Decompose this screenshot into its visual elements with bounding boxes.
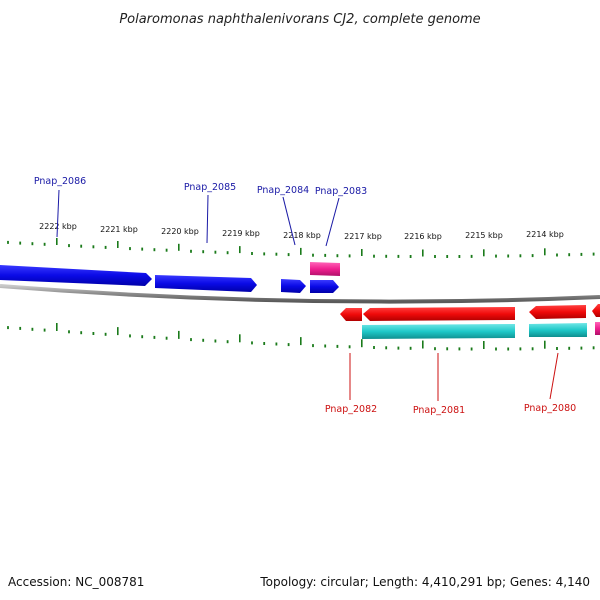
gene-label-pnap-2084[interactable]: Pnap_2084 xyxy=(257,185,309,196)
gene-label-pnap-2086[interactable]: Pnap_2086 xyxy=(34,176,86,187)
top-label-leaders xyxy=(56,189,340,247)
accession-text: Accession: NC_008781 xyxy=(8,575,144,589)
gene-label-pnap-2082[interactable]: Pnap_2082 xyxy=(325,404,377,415)
tick-label-2219: 2219 kbp xyxy=(222,229,260,238)
top-gene-labels: Pnap_2086 Pnap_2085 Pnap_2084 Pnap_2083 xyxy=(34,176,367,197)
gene-label-pnap-2080[interactable]: Pnap_2080 xyxy=(524,403,576,414)
bottom-label-leaders xyxy=(349,352,559,401)
bottom-gene-labels: Pnap_2082 Pnap_2081 Pnap_2080 xyxy=(325,403,576,416)
gene-arrow-pnap-2081[interactable] xyxy=(363,307,515,321)
tick-label-2216: 2216 kbp xyxy=(404,232,442,241)
leader-pnap-2085 xyxy=(206,194,209,244)
genome-title: Polaromonas naphthalenivorans CJ2, compl… xyxy=(119,12,480,27)
leader-pnap-2086 xyxy=(56,189,60,238)
gene-label-pnap-2085[interactable]: Pnap_2085 xyxy=(184,182,236,193)
gene-arrow-pnap-2082[interactable] xyxy=(340,308,362,321)
gene-label-pnap-2083[interactable]: Pnap_2083 xyxy=(315,186,367,197)
leader-pnap-2084 xyxy=(282,196,296,246)
feature-rna-top[interactable] xyxy=(310,262,340,276)
tick-label-2215: 2215 kbp xyxy=(465,231,503,240)
tick-label-2220: 2220 kbp xyxy=(161,227,199,236)
top-tick-ruler xyxy=(7,238,595,258)
feature-rna-bottom[interactable] xyxy=(595,322,600,335)
tick-label-2218: 2218 kbp xyxy=(283,231,321,240)
genome-backbone xyxy=(0,284,600,304)
gene-arrow-pnap-2086[interactable] xyxy=(0,265,152,286)
cds-features xyxy=(362,323,587,339)
top-tick-labels: 2222 kbp 2221 kbp 2220 kbp 2219 kbp 2218… xyxy=(39,222,564,241)
gene-arrow-pnap-2080[interactable] xyxy=(529,305,586,319)
gene-arrow-offscreen-right[interactable] xyxy=(592,304,600,317)
cds-pnap-2081[interactable] xyxy=(362,324,515,339)
gene-arrow-pnap-2083[interactable] xyxy=(310,280,339,293)
genome-summary-text: Topology: circular; Length: 4,410,291 bp… xyxy=(259,575,590,589)
tick-label-2214: 2214 kbp xyxy=(526,230,564,239)
tick-label-2222: 2222 kbp xyxy=(39,222,77,231)
tick-label-2221: 2221 kbp xyxy=(100,225,138,234)
bottom-tick-ruler xyxy=(7,323,595,351)
gene-arrow-pnap-2085[interactable] xyxy=(155,275,257,292)
leader-pnap-2080 xyxy=(549,352,559,400)
forward-strand-genes xyxy=(0,265,339,293)
tick-label-2217: 2217 kbp xyxy=(344,232,382,241)
gene-arrow-pnap-2084[interactable] xyxy=(281,279,306,293)
reverse-strand-genes xyxy=(340,304,600,321)
leader-pnap-2083 xyxy=(325,197,340,247)
gene-label-pnap-2081[interactable]: Pnap_2081 xyxy=(413,405,465,416)
cds-pnap-2080[interactable] xyxy=(529,323,587,337)
